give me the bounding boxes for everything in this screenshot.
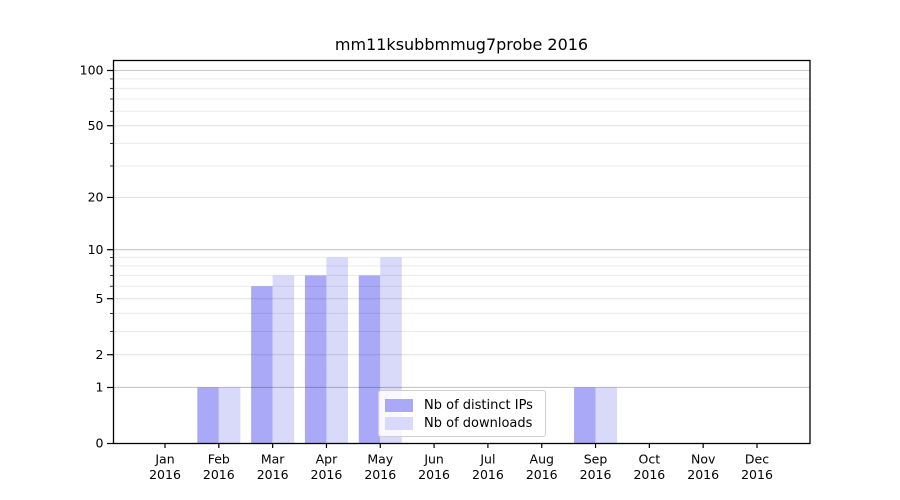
x-tick-label-dec: Dec 2016	[741, 452, 773, 483]
x-tick-label-may: May 2016	[364, 452, 396, 483]
legend-label-distinct-ips: Nb of distinct IPs	[424, 398, 533, 414]
gridlines-decade	[113, 69, 810, 389]
legend: Nb of distinct IPs Nb of downloads	[378, 390, 546, 437]
x-tick-label-mar: Mar 2016	[257, 452, 289, 483]
plot-frame	[112, 59, 811, 445]
y-tick-label-20: 20	[88, 190, 104, 205]
bar-series0-apr	[304, 275, 327, 444]
bar-series0-mar	[251, 286, 273, 444]
y-tick-label-10: 10	[88, 242, 104, 257]
gridlines-sub	[113, 125, 810, 356]
bar-series1-apr	[326, 257, 348, 444]
bar-series1-feb	[218, 387, 241, 444]
x-tick-label-aug: Aug 2016	[526, 452, 558, 483]
y-tick-label-100: 100	[80, 63, 104, 78]
x-tick-label-sep: Sep 2016	[580, 452, 612, 483]
legend-row-downloads: Nb of downloads	[385, 415, 537, 433]
bars	[197, 257, 618, 444]
bar-series1-sep	[595, 387, 618, 444]
y-axis: 0 1 2 5 10 20 50 100	[80, 63, 114, 451]
x-tick-label-apr: Apr 2016	[311, 452, 343, 483]
legend-label-downloads: Nb of downloads	[424, 415, 533, 431]
y-tick-label-50: 50	[88, 118, 104, 133]
bar-series1-mar	[272, 275, 295, 444]
legend-row-distinct-ips: Nb of distinct IPs	[385, 397, 537, 415]
x-axis: Jan 2016 Feb 2016 Mar 2016 Apr 2016 May 2016 Jun 20…	[149, 443, 773, 483]
x-tick-label-jan: Jan 2016	[149, 452, 181, 483]
legend-swatch-distinct-ips	[385, 399, 413, 413]
y-tick-label-5: 5	[96, 291, 104, 306]
bar-series0-sep	[574, 387, 596, 444]
x-tick-label-oct: Oct 2016	[633, 452, 665, 483]
x-tick-label-nov: Nov 2016	[687, 452, 719, 483]
y-tick-label-0: 0	[96, 436, 104, 451]
legend-swatch-downloads	[385, 416, 413, 430]
x-tick-label-jun: Jun 2016	[418, 452, 450, 483]
gridlines-minor	[113, 78, 810, 332]
x-tick-label-feb: Feb 2016	[203, 452, 235, 483]
bar-series0-feb	[197, 387, 219, 444]
bar-series0-may	[358, 275, 381, 444]
x-tick-label-jul: Jul 2016	[472, 452, 504, 483]
y-tick-label-1: 1	[96, 380, 104, 395]
chart-title: mm11ksubbmmug7probe 2016	[334, 35, 589, 54]
y-tick-label-2: 2	[96, 347, 104, 362]
